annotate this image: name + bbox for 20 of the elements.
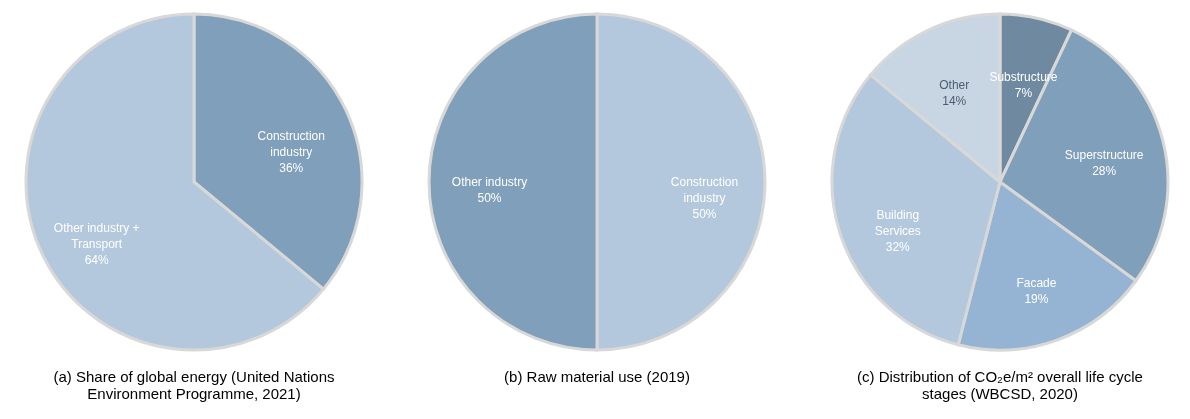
slice-label: Facade [1016,276,1057,291]
text: (c) Distribution of CO₂e/m² overall life cycle stages (WBCSD, 2020) [857,368,1143,402]
data-label: 28% [1092,164,1117,179]
data-label: 50% [692,207,717,221]
data-label: 7% [1014,86,1033,101]
text: (b) Raw material use (2019) [504,368,690,385]
data-label: 19% [1024,292,1049,307]
slice-label: Building Services [874,208,921,239]
data-label: 36% [279,161,304,176]
data-label: 32% [885,240,911,255]
data-label: 64% [84,252,110,267]
slice-label: Superstructure [1064,148,1144,163]
slice-label: Other [939,77,970,92]
data-label: 50% [477,191,502,205]
slice-label: Construction industry [257,129,325,160]
slice-label: Other industry + Transport [53,220,140,251]
slice-label: Construction industry [670,175,739,205]
data-label: 14% [942,93,967,108]
slice-label: Other industry [451,175,528,189]
text: (a) Share of global energy (United Nations Environment Programme, 2021) [53,368,335,402]
